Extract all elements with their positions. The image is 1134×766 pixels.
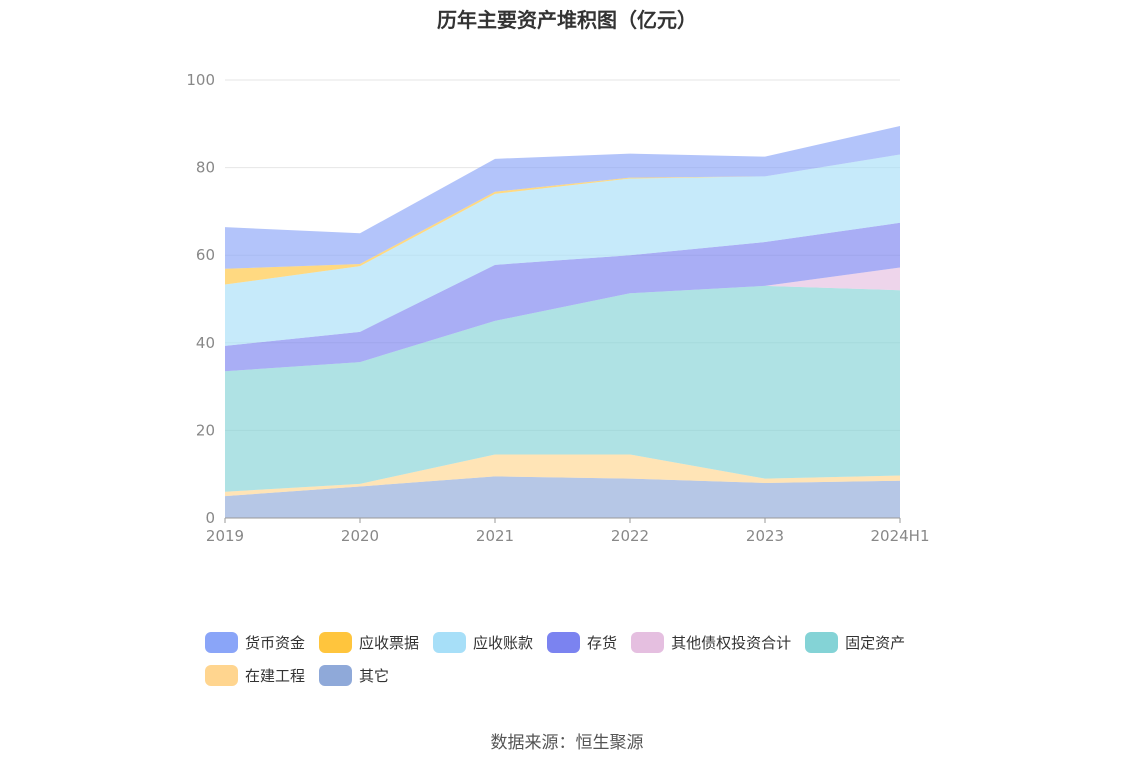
chart-legend: 货币资金 应收票据 应收账款 存货 其他债权投资合计 固定资产在建工程 其它 xyxy=(205,632,965,698)
chart-title: 历年主要资产堆积图（亿元） xyxy=(437,8,697,32)
legend-item[interactable]: 其他债权投资合计 xyxy=(631,632,791,653)
legend-label: 存货 xyxy=(587,634,618,652)
legend-label: 在建工程 xyxy=(245,667,306,685)
legend-swatch xyxy=(805,632,839,653)
x-tick-label: 2023 xyxy=(746,527,784,545)
legend-item[interactable]: 货币资金 xyxy=(205,632,305,653)
x-tick-label: 2019 xyxy=(206,527,244,545)
area-其它 xyxy=(225,476,900,518)
legend-swatch xyxy=(205,632,238,653)
area-存货 xyxy=(225,222,900,372)
legend-item[interactable]: 其它 xyxy=(319,665,389,686)
y-tick-label: 40 xyxy=(196,334,215,352)
legend-swatch xyxy=(547,632,581,653)
legend-label: 其它 xyxy=(359,667,390,685)
legend-swatch xyxy=(319,632,353,653)
legend-item[interactable]: 固定资产 xyxy=(805,632,905,653)
legend-item[interactable]: 应收票据 xyxy=(319,632,419,653)
area-固定资产 xyxy=(225,285,900,492)
legend-item[interactable]: 应收账款 xyxy=(433,632,533,653)
area-应收票据 xyxy=(225,154,900,285)
x-tick-label: 2024H1 xyxy=(871,527,930,545)
data-source-note: 数据来源：恒生聚源 xyxy=(490,733,644,753)
legend-swatch xyxy=(433,632,467,653)
y-tick-label: 100 xyxy=(186,71,215,89)
legend-swatch xyxy=(631,632,665,653)
legend-swatch xyxy=(319,665,353,686)
legend-label: 固定资产 xyxy=(845,634,906,652)
area-其他债权投资合计 xyxy=(225,267,900,372)
legend-item[interactable]: 存货 xyxy=(547,632,617,653)
legend-label: 应收账款 xyxy=(473,634,534,652)
legend-swatch xyxy=(205,665,238,686)
x-tick-label: 2021 xyxy=(476,527,514,545)
y-tick-label: 60 xyxy=(196,246,215,264)
x-tick-label: 2020 xyxy=(341,527,379,545)
y-tick-label: 80 xyxy=(196,159,215,177)
legend-label: 应收票据 xyxy=(359,634,420,652)
area-货币资金 xyxy=(225,125,900,269)
area-在建工程 xyxy=(225,454,900,497)
legend-label: 其他债权投资合计 xyxy=(671,634,792,652)
legend-item[interactable]: 在建工程 xyxy=(205,665,305,686)
area-应收账款 xyxy=(225,154,900,346)
y-tick-label: 0 xyxy=(205,509,215,527)
x-tick-label: 2022 xyxy=(611,527,649,545)
legend-label: 货币资金 xyxy=(245,634,306,652)
y-tick-label: 20 xyxy=(196,421,215,439)
